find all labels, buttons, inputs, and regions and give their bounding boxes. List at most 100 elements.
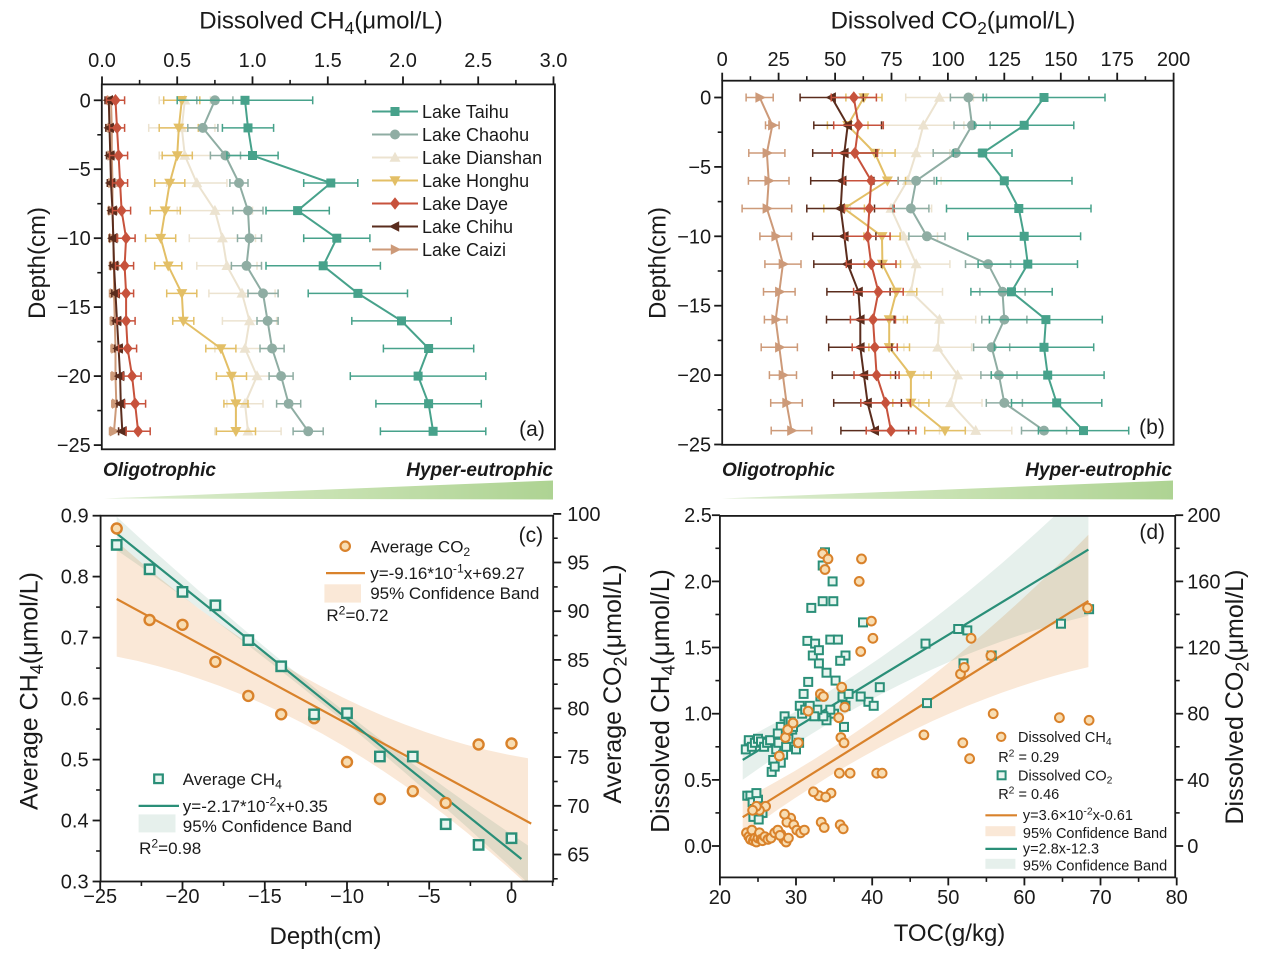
svg-text:0: 0 (700, 88, 711, 110)
svg-text:Hyper-eutrophic: Hyper-eutrophic (406, 460, 553, 481)
svg-text:175: 175 (1101, 49, 1134, 71)
svg-text:Dissolved CH4: Dissolved CH4 (1018, 730, 1112, 748)
svg-text:−5: −5 (688, 157, 711, 179)
svg-text:60: 60 (1013, 887, 1035, 909)
svg-text:30: 30 (785, 887, 807, 909)
svg-text:Lake Honghu: Lake Honghu (422, 171, 529, 191)
svg-text:Dissolved CH4(μmol/L): Dissolved CH4(μmol/L) (199, 8, 443, 38)
svg-text:95% Confidence Band: 95% Confidence Band (370, 584, 539, 603)
svg-text:Oligotrophic: Oligotrophic (103, 460, 216, 481)
svg-text:−25: −25 (83, 886, 117, 908)
svg-text:y=3.6×10-2x-0.61: y=3.6×10-2x-0.61 (1023, 807, 1133, 825)
svg-text:y=2.8x-12.3: y=2.8x-12.3 (1023, 842, 1099, 858)
svg-text:Dissolved CH4(μmol/L): Dissolved CH4(μmol/L) (645, 569, 679, 833)
svg-text:−15: −15 (57, 297, 91, 319)
svg-text:Depth(cm): Depth(cm) (269, 923, 381, 950)
svg-text:0.0: 0.0 (684, 836, 712, 858)
svg-text:−20: −20 (57, 366, 91, 388)
svg-text:95% Confidence Band: 95% Confidence Band (1023, 859, 1167, 875)
svg-text:90: 90 (567, 601, 589, 623)
svg-text:95% Confidence Band: 95% Confidence Band (1023, 826, 1167, 842)
svg-text:−20: −20 (677, 365, 711, 387)
svg-text:−10: −10 (57, 228, 91, 250)
svg-text:Lake Caizi: Lake Caizi (422, 240, 506, 260)
svg-text:−10: −10 (677, 226, 711, 248)
svg-text:1.5: 1.5 (314, 50, 342, 72)
svg-text:70: 70 (1089, 887, 1111, 909)
svg-text:1.0: 1.0 (684, 704, 712, 726)
svg-text:0.0: 0.0 (88, 50, 116, 72)
svg-text:Dissolved CO2(μmol/L): Dissolved CO2(μmol/L) (1221, 569, 1253, 824)
svg-text:Average CH4: Average CH4 (183, 770, 282, 792)
svg-text:−20: −20 (166, 886, 200, 908)
svg-text:Average CO2(μmol/L): Average CO2(μmol/L) (599, 564, 631, 803)
svg-text:100: 100 (931, 49, 964, 71)
svg-text:Average CH4(μmol/L): Average CH4(μmol/L) (16, 572, 48, 810)
svg-text:80: 80 (567, 699, 589, 721)
svg-text:120: 120 (1187, 638, 1220, 660)
svg-text:70: 70 (567, 796, 589, 818)
svg-text:1.5: 1.5 (684, 638, 712, 660)
svg-text:80: 80 (1187, 704, 1209, 726)
svg-text:20: 20 (709, 887, 731, 909)
svg-text:0: 0 (717, 49, 728, 71)
svg-text:0.7: 0.7 (61, 628, 89, 650)
svg-text:y=-9.16*10-1x+69.27: y=-9.16*10-1x+69.27 (370, 562, 525, 584)
svg-text:50: 50 (937, 887, 959, 909)
svg-text:40: 40 (861, 887, 883, 909)
svg-text:y=-2.17*10-2x+0.35: y=-2.17*10-2x+0.35 (183, 795, 328, 817)
svg-text:0.3: 0.3 (61, 872, 89, 894)
svg-text:Dissolved CO2: Dissolved CO2 (1018, 769, 1113, 787)
svg-text:Oligotrophic: Oligotrophic (722, 460, 835, 481)
svg-text:Hyper-eutrophic: Hyper-eutrophic (1025, 460, 1172, 481)
svg-text:Lake Chihu: Lake Chihu (422, 217, 513, 237)
svg-text:0: 0 (506, 886, 517, 908)
svg-text:Lake Taihu: Lake Taihu (422, 102, 509, 122)
svg-text:2.5: 2.5 (464, 50, 492, 72)
svg-text:Average CO2: Average CO2 (370, 538, 470, 560)
svg-text:R2 = 0.46: R2 = 0.46 (998, 786, 1059, 804)
svg-text:100: 100 (567, 504, 600, 526)
svg-text:125: 125 (988, 49, 1021, 71)
svg-text:0.5: 0.5 (163, 50, 191, 72)
svg-text:200: 200 (1157, 49, 1190, 71)
svg-text:−15: −15 (248, 886, 282, 908)
svg-text:150: 150 (1044, 49, 1077, 71)
svg-text:Depth(cm): Depth(cm) (24, 207, 51, 319)
svg-text:−25: −25 (57, 435, 91, 457)
svg-text:Depth(cm): Depth(cm) (645, 207, 672, 319)
svg-text:(a): (a) (519, 418, 545, 441)
svg-text:75: 75 (880, 49, 902, 71)
svg-text:Lake Daye: Lake Daye (422, 194, 508, 214)
svg-text:75: 75 (567, 747, 589, 769)
svg-text:40: 40 (1187, 770, 1209, 792)
svg-text:Lake Dianshan: Lake Dianshan (422, 148, 542, 168)
svg-text:0.9: 0.9 (61, 506, 89, 528)
svg-text:−25: −25 (677, 435, 711, 457)
svg-text:0: 0 (1187, 836, 1198, 858)
svg-text:−10: −10 (330, 886, 364, 908)
svg-text:95: 95 (567, 553, 589, 575)
svg-text:0.5: 0.5 (684, 770, 712, 792)
svg-text:0.6: 0.6 (61, 689, 89, 711)
svg-text:2.0: 2.0 (684, 571, 712, 593)
svg-text:160: 160 (1187, 571, 1220, 593)
svg-text:(d): (d) (1139, 521, 1165, 544)
svg-text:−15: −15 (677, 296, 711, 318)
svg-text:25: 25 (767, 49, 789, 71)
svg-text:−5: −5 (68, 159, 91, 181)
svg-text:65: 65 (567, 845, 589, 867)
svg-text:(b): (b) (1139, 416, 1165, 439)
svg-text:Dissolved CO2(μmol/L): Dissolved CO2(μmol/L) (831, 8, 1076, 38)
svg-text:−5: −5 (418, 886, 441, 908)
svg-text:50: 50 (824, 49, 846, 71)
svg-text:TOC(g/kg): TOC(g/kg) (894, 920, 1006, 947)
svg-text:2.0: 2.0 (389, 50, 417, 72)
svg-text:0.8: 0.8 (61, 567, 89, 589)
svg-text:3.0: 3.0 (540, 50, 568, 72)
svg-text:1.0: 1.0 (239, 50, 267, 72)
svg-text:R2=0.72: R2=0.72 (326, 604, 388, 626)
svg-text:0.4: 0.4 (61, 811, 89, 833)
svg-text:R2 = 0.29: R2 = 0.29 (998, 749, 1059, 767)
svg-text:R2=0.98: R2=0.98 (139, 837, 201, 859)
